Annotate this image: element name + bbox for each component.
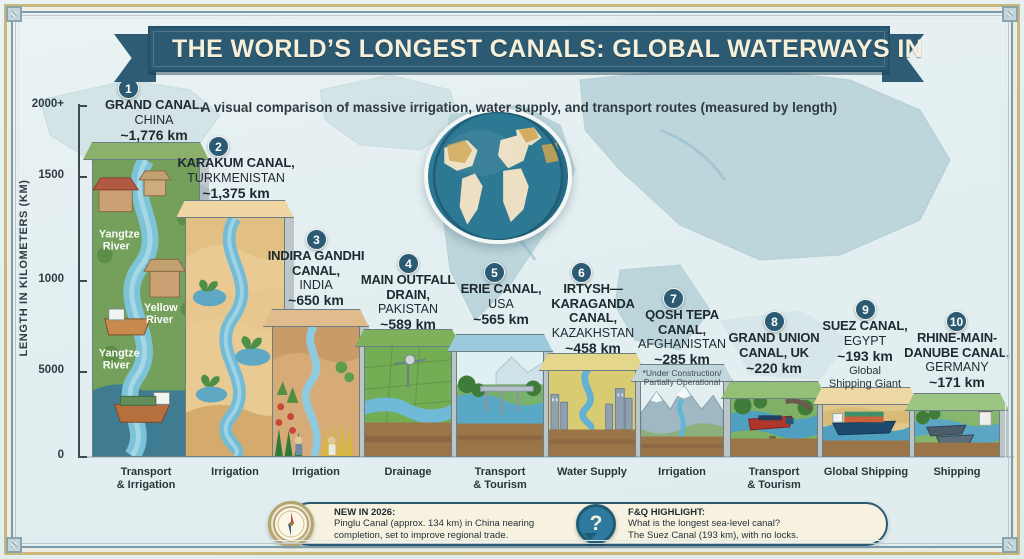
footer-new-heading: NEW IN 2026:: [334, 506, 396, 518]
barge-town-scene: [915, 408, 999, 456]
corner-ornament-top-left: [6, 6, 22, 22]
callout-grand-union-canal: GRAND UNION CANAL, UK ~220 km: [728, 330, 820, 377]
grand-canal-scene: Yangtze River Yellow River Yangtze River: [93, 160, 199, 456]
banner-body: THE WORLD’S LONGEST CANALS: GLOBAL WATER…: [148, 26, 923, 72]
frame-teal: [11, 11, 1013, 548]
farm-canal-scene: [273, 326, 359, 456]
rank-badge-4: 4: [398, 253, 419, 274]
footer-new-text: NEW IN 2026: Pinglu Canal (approx. 134 k…: [334, 507, 534, 541]
frame-inner: [18, 18, 1006, 541]
frame-thin: [15, 15, 1009, 544]
svg-text:River: River: [146, 314, 174, 326]
question-mark-icon: ?: [576, 503, 617, 544]
svg-text:River: River: [103, 240, 131, 252]
construction-note: *Under Construction/ Partially Operation…: [642, 367, 722, 388]
rank-badge-8: 8: [764, 311, 785, 332]
bar-grand-union-canal[interactable]: [730, 395, 827, 457]
suez-ship-scene: [823, 402, 909, 456]
title-banner: THE WORLD’S LONGEST CANALS: GLOBAL WATER…: [114, 26, 924, 115]
compass-icon: [268, 500, 314, 547]
rank-badge-3: 3: [306, 229, 327, 250]
svg-text:River: River: [103, 360, 131, 372]
rank-badge-5: 5: [484, 262, 505, 283]
callout-indira-gandhi-canal: INDIRA GANDHI CANAL, INDIA ~650 km: [267, 248, 365, 309]
x-label-5: Transport & Tourism: [473, 466, 527, 491]
frame-cream: [8, 8, 1016, 551]
bar-irtysh-karaganda-canal[interactable]: [548, 368, 645, 457]
corner-ornament-bottom-right: [1002, 537, 1018, 553]
page-subtitle: A visual comparison of massive irrigatio…: [200, 100, 838, 115]
y-tick-label: 2000+: [31, 98, 64, 110]
bar-qosh-tepa-canal[interactable]: [640, 379, 733, 457]
footer-new-body: Pinglu Canal (approx. 134 km) in China n…: [334, 518, 535, 541]
x-label-2: Irrigation: [211, 466, 259, 478]
y-tick-label: 0: [57, 449, 64, 461]
y-tick-label: 1000: [38, 273, 64, 285]
callout-main-outfall-drain: MAIN OUTFALL DRAIN, PAKISTAN ~589 km: [360, 272, 456, 333]
x-label-8: Transport & Tourism: [747, 466, 801, 491]
bar-rhine-main-danube-canal[interactable]: [914, 407, 1009, 457]
x-label-9: Global Shipping: [823, 466, 909, 478]
steppe-city-scene: [549, 369, 635, 456]
svg-text:Yellow: Yellow: [144, 302, 178, 314]
bar-grand-canal[interactable]: Yangtze River Yellow River Yangtze River: [92, 159, 209, 457]
footer-faq-highlight: ? F&Q HIGHLIGHT: What is the longest sea…: [576, 503, 886, 544]
rank-badge-7: 7: [663, 288, 684, 309]
x-label-4: Drainage: [384, 466, 432, 478]
callout-qosh-tepa-canal: QOSH TEPA CANAL, AFGHANISTAN ~285 km *Un…: [622, 307, 742, 388]
callout-grand-canal: GRAND CANAL, CHINA ~1,776 km: [105, 97, 203, 143]
x-label-7: Irrigation: [658, 466, 706, 478]
bar-suez-canal[interactable]: [822, 401, 919, 457]
page-title: THE WORLD’S LONGEST CANALS: GLOBAL WATER…: [150, 35, 1019, 64]
svg-text:Yangtze: Yangtze: [99, 228, 140, 240]
narrowboat-scene: [731, 396, 817, 456]
x-label-6: Water Supply: [557, 466, 627, 478]
callout-rhine-main-danube-canal: RHINE-MAIN-DANUBE CANAL, GERMANY ~171 km: [904, 330, 1010, 391]
rank-badge-2: 2: [208, 136, 229, 157]
x-label-1: Transport & Irrigation: [116, 466, 176, 491]
corner-ornament-top-right: [1002, 6, 1018, 22]
globe-icon: [424, 108, 572, 244]
bar-indira-gandhi-canal[interactable]: [272, 325, 369, 457]
callout-suez-canal: SUEZ CANAL, EGYPT ~193 km Global Shippin…: [800, 318, 930, 390]
footer-new-in-2026: NEW IN 2026: Pinglu Canal (approx. 134 k…: [268, 500, 590, 547]
y-tick-label: 1500: [38, 169, 64, 181]
svg-text:Yangtze: Yangtze: [99, 348, 140, 360]
x-label-3: Irrigation: [292, 466, 340, 478]
callout-karakum-canal: KARAKUM CANAL, TURKMENISTAN ~1,375 km: [177, 155, 295, 201]
footer-faq-heading: F&Q HIGHLIGHT:: [628, 506, 706, 518]
mountain-scene: [641, 380, 723, 456]
callout-irtysh-karaganda-canal: IRTYSH—KARAGANDA CANAL, KAZAKHSTAN ~458 …: [551, 281, 635, 356]
callout-erie-canal: ERIE CANAL, USA ~565 km: [460, 281, 542, 327]
y-tick-label: 5000: [38, 364, 64, 376]
x-axis-baseline: [78, 456, 1016, 458]
desert-canal-scene: [186, 218, 284, 456]
page-title-text: THE WORLD’S LONGEST CANALS: GLOBAL WATER…: [172, 34, 924, 63]
footer-faq-text: F&Q HIGHLIGHT: What is the longest sea-l…: [628, 507, 799, 541]
rank-badge-9: 9: [855, 299, 876, 320]
footer-faq-body: What is the longest sea-level canal? The…: [628, 518, 799, 541]
fields-drain-scene: [365, 346, 451, 456]
corner-ornament-bottom-left: [6, 537, 22, 553]
x-label-10: Shipping: [933, 466, 981, 478]
rank-badge-10: 10: [946, 311, 967, 332]
suez-subtitle: Global Shipping Giant: [828, 365, 902, 390]
frame-outer: [4, 4, 1020, 555]
footer-bar: NEW IN 2026: Pinglu Canal (approx. 134 k…: [268, 500, 888, 547]
rank-badge-1: 1: [118, 78, 139, 99]
rank-badge-6: 6: [571, 262, 592, 283]
erie-lock-scene: [457, 351, 543, 456]
